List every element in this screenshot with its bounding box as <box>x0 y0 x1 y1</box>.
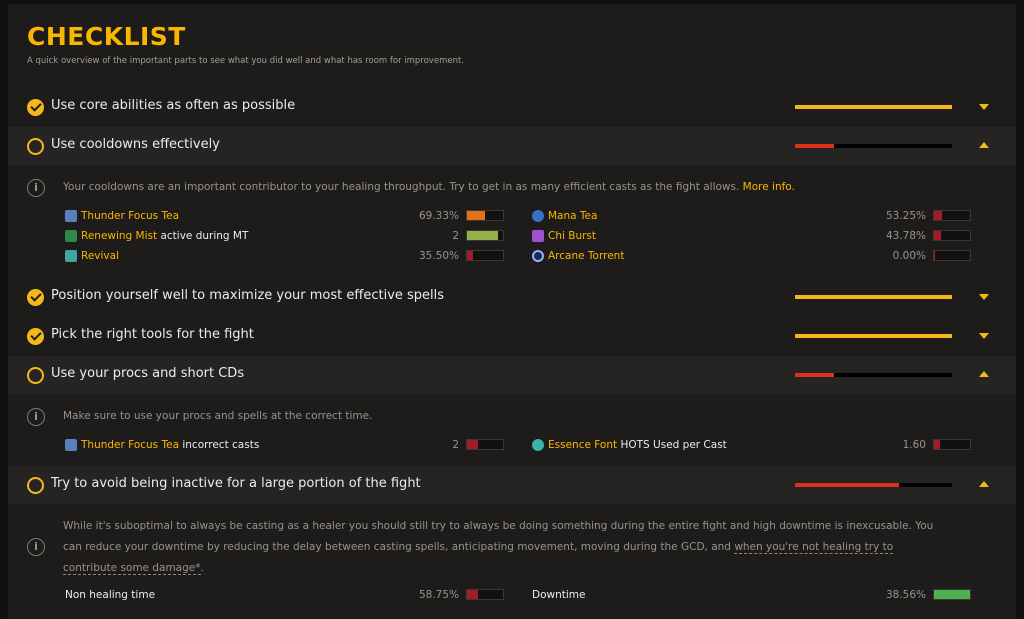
requirement-bar <box>466 230 504 241</box>
requirement-value: 35.50% <box>418 250 459 262</box>
chevron-up-icon[interactable] <box>979 371 989 377</box>
requirement-item: Chi Burst 43.78% <box>532 229 974 245</box>
rule-label: Use cooldowns effectively <box>51 137 220 152</box>
tooltip-text[interactable]: when you're not healing try to contribut… <box>63 541 894 575</box>
spell-link[interactable]: Essence Font <box>548 439 618 451</box>
requirement-value: 2 <box>452 439 459 451</box>
rule-label: Use core abilities as often as possible <box>51 98 296 113</box>
arcane-torrent-icon <box>532 250 544 262</box>
requirement-bar <box>466 210 504 221</box>
rule-procs[interactable]: Use your procs and short CDs <box>8 356 1016 394</box>
requirement-value: 2 <box>452 230 459 242</box>
rule-cooldowns[interactable]: Use cooldowns effectively <box>8 127 1016 165</box>
spell-link[interactable]: Chi Burst <box>548 230 597 242</box>
requirement-bar <box>933 439 971 450</box>
spell-link[interactable]: Thunder Focus Tea <box>81 439 180 451</box>
requirement-bar <box>933 250 971 261</box>
requirement-item: Renewing Mist active during MT 2 <box>65 229 507 245</box>
spell-link[interactable]: Arcane Torrent <box>548 250 625 262</box>
requirement-bar <box>933 210 971 221</box>
requirement-item: Essence Font HOTS Used per Cast 1.60 <box>532 438 974 454</box>
requirement-value: 1.60 <box>902 439 926 451</box>
requirement-value: 53.25% <box>885 210 926 222</box>
spell-link[interactable]: Mana Tea <box>548 210 598 222</box>
chi-burst-icon <box>532 230 544 242</box>
requirement-item: Thunder Focus Tea 69.33% <box>65 209 507 225</box>
rule-right-tools[interactable]: Pick the right tools for the fight <box>8 317 1016 355</box>
essence-font-icon <box>532 439 544 451</box>
requirement-value: 58.75% <box>418 589 459 601</box>
page-title: CHECKLIST <box>27 22 186 51</box>
requirement-item: Revival 35.50% <box>65 249 507 265</box>
spell-link[interactable]: Revival <box>81 250 119 262</box>
circle-outline-icon <box>27 138 44 155</box>
chevron-up-icon[interactable] <box>979 481 989 487</box>
requirement-bar <box>466 439 504 450</box>
requirement-item: Non healing time 58.75% <box>65 588 507 604</box>
info-icon: i <box>27 179 45 197</box>
page-subtitle: A quick overview of the important parts … <box>27 56 464 66</box>
requirement-value: 0.00% <box>892 250 926 262</box>
rule-avoid-inactive[interactable]: Try to avoid being inactive for a large … <box>8 466 1016 504</box>
check-icon <box>27 99 44 116</box>
rule-performance-bar <box>795 373 952 377</box>
thunder-focus-tea-icon <box>65 439 77 451</box>
renewing-mist-icon <box>65 230 77 242</box>
rule-performance-bar <box>795 295 952 299</box>
chevron-down-icon[interactable] <box>979 294 989 300</box>
chevron-down-icon[interactable] <box>979 104 989 110</box>
rule-performance-bar <box>795 334 952 338</box>
requirement-item: Thunder Focus Tea incorrect casts 2 <box>65 438 507 454</box>
spell-link[interactable]: Renewing Mist <box>81 230 158 242</box>
thunder-focus-tea-icon <box>65 210 77 222</box>
info-icon: i <box>27 408 45 426</box>
rule-label: Pick the right tools for the fight <box>51 327 254 342</box>
rule-performance-bar <box>795 144 952 148</box>
circle-outline-icon <box>27 477 44 494</box>
rule-performance-bar <box>795 483 952 487</box>
rule-description: While it's suboptimal to always be casti… <box>63 520 934 575</box>
requirement-value: 69.33% <box>418 210 459 222</box>
requirement-bar <box>466 589 504 600</box>
requirement-item: Arcane Torrent 0.00% <box>532 249 974 265</box>
chevron-down-icon[interactable] <box>979 333 989 339</box>
rule-label: Position yourself well to maximize your … <box>51 288 445 303</box>
requirement-bar <box>466 250 504 261</box>
rule-label: Use your procs and short CDs <box>51 366 245 381</box>
check-icon <box>27 289 44 306</box>
requirement-label: Non healing time <box>65 589 156 601</box>
rule-description: Your cooldowns are an important contribu… <box>63 181 795 193</box>
requirement-item: Downtime 38.56% <box>532 588 974 604</box>
more-info-link[interactable]: More info. <box>742 181 795 193</box>
rule-label: Try to avoid being inactive for a large … <box>51 476 421 491</box>
requirement-value: 38.56% <box>885 589 926 601</box>
circle-outline-icon <box>27 367 44 384</box>
rule-performance-bar <box>795 105 952 109</box>
info-icon: i <box>27 538 45 556</box>
rule-core-abilities[interactable]: Use core abilities as often as possible <box>8 88 1016 126</box>
rule-description: Make sure to use your procs and spells a… <box>63 410 373 422</box>
requirement-label: Downtime <box>532 589 586 601</box>
requirement-bar <box>933 230 971 241</box>
mana-tea-icon <box>532 210 544 222</box>
requirement-item: Mana Tea 53.25% <box>532 209 974 225</box>
spell-link[interactable]: Thunder Focus Tea <box>81 210 180 222</box>
rule-positioning[interactable]: Position yourself well to maximize your … <box>8 278 1016 316</box>
revival-icon <box>65 250 77 262</box>
chevron-up-icon[interactable] <box>979 142 989 148</box>
check-icon <box>27 328 44 345</box>
requirement-value: 43.78% <box>885 230 926 242</box>
requirement-bar <box>933 589 971 600</box>
